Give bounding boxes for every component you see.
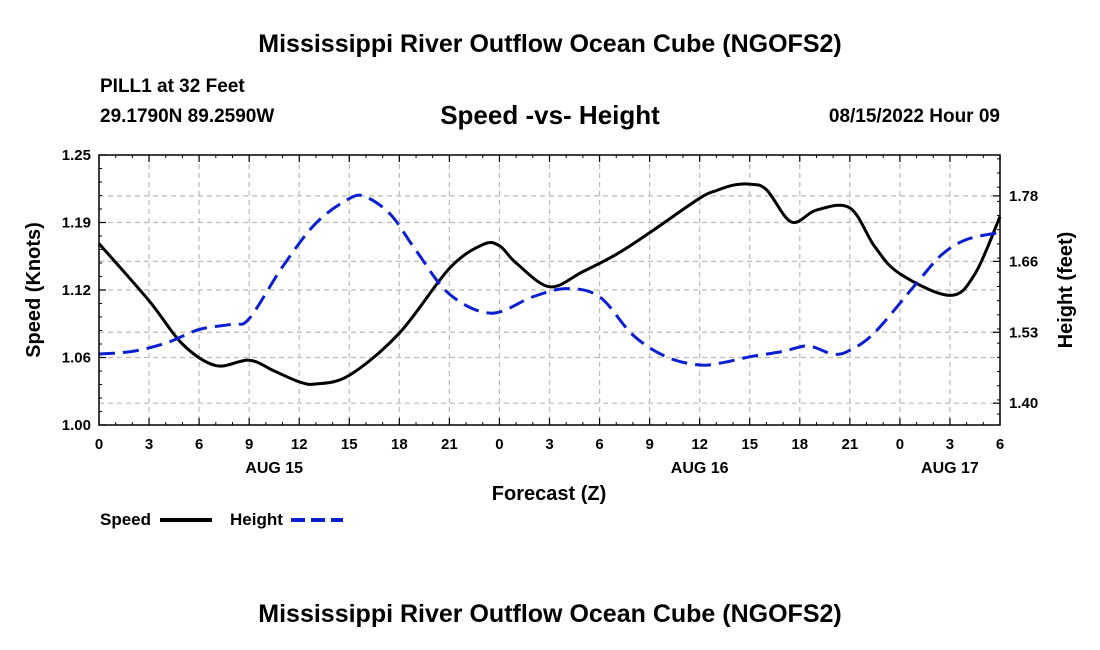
x-tick-label: 0 [95,436,103,453]
left-tick-label: 1.19 [62,215,91,232]
x-tick-label: 12 [291,436,308,453]
right-axis-label: Height (feet) [1055,232,1077,349]
right-tick-label: 1.66 [1009,253,1038,270]
x-tick-label: 6 [996,436,1004,453]
left-tick-label: 1.06 [62,350,91,367]
x-tick-label: 9 [645,436,653,453]
day-label: AUG 17 [921,460,979,477]
left-tick-label: 1.25 [62,147,91,164]
x-tick-label: 21 [441,436,458,453]
left-tick-label: 1.00 [62,417,91,434]
right-tick-label: 1.40 [1009,395,1038,412]
right-tick-label: 1.53 [1009,324,1038,341]
height-series-line [98,193,1001,367]
day-label: AUG 15 [245,460,303,477]
forecast-datetime: 08/15/2022 Hour 09 [828,106,1000,127]
axes: 0 3 6 9 12 15 18 21 0 3 6 9 12 15 18 21 0 3 6 AUG 15 AUG 16 A… [62,147,1038,477]
chart-main-title: Mississippi River Outflow Ocean Cube (NG… [258,30,842,58]
station-coordinates: 29.1790N 89.2590W [100,106,275,127]
station-label: PILL1 at 32 Feet [100,76,245,97]
x-tick-label: 21 [841,436,858,453]
footer-title: Mississippi River Outflow Ocean Cube (NG… [258,600,842,628]
x-tick-label: 3 [145,436,153,453]
x-tick-label: 0 [495,436,503,453]
x-tick-label: 3 [946,436,954,453]
series-layer [97,182,1002,386]
left-tick-label: 1.12 [62,282,91,299]
x-tick-label: 15 [341,436,358,453]
chart-subtitle: Speed -vs- Height [440,100,660,130]
right-tick-label: 1.78 [1009,188,1038,205]
x-tick-label: 9 [245,436,253,453]
speed-series-line [97,182,1002,386]
x-tick-label: 3 [545,436,553,453]
legend-speed-label: Speed [100,510,151,529]
x-tick-label: 0 [896,436,904,453]
day-label: AUG 16 [671,460,729,477]
left-axis-label: Speed (Knots) [23,222,45,358]
x-tick-label: 12 [691,436,708,453]
legend-height-label: Height [230,510,283,529]
x-tick-label: 18 [391,436,408,453]
x-tick-label: 6 [595,436,603,453]
x-tick-label: 15 [741,436,758,453]
x-tick-label: 6 [195,436,203,453]
legend: Speed Height [100,510,343,529]
grid [99,155,1000,425]
x-axis-label: Forecast (Z) [492,483,606,505]
x-tick-label: 18 [791,436,808,453]
